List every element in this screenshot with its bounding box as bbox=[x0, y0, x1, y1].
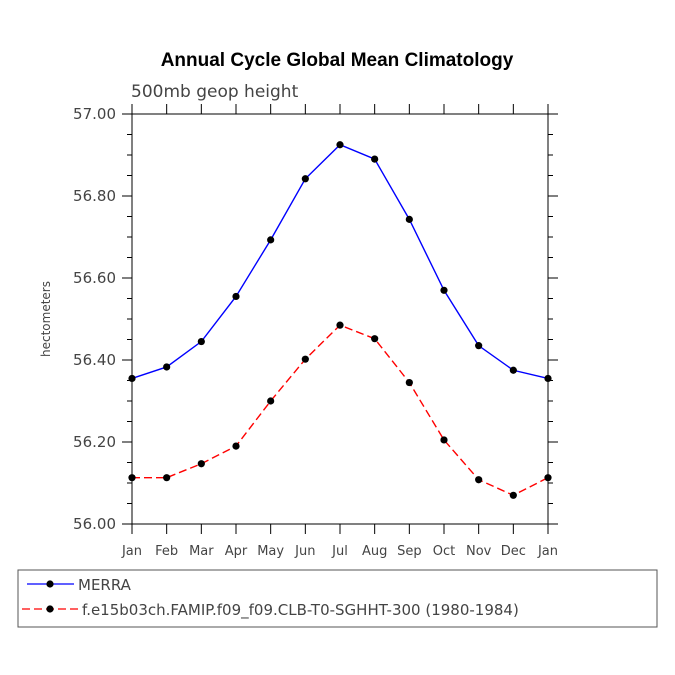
series-0-point bbox=[267, 236, 275, 244]
series-1-point bbox=[509, 491, 517, 499]
y-tick-label: 56.20 bbox=[73, 433, 116, 451]
x-tick-label: Nov bbox=[466, 544, 492, 559]
x-tick-label: Feb bbox=[155, 544, 178, 559]
chart-title: Annual Cycle Global Mean Climatology bbox=[161, 50, 514, 71]
y-tick-label: 56.60 bbox=[73, 269, 116, 287]
series-0-point bbox=[405, 215, 413, 223]
x-tick-label: Mar bbox=[189, 544, 214, 559]
series-1-point bbox=[232, 442, 240, 450]
y-tick-label: 56.80 bbox=[73, 187, 116, 205]
series-0-point bbox=[197, 337, 205, 346]
plot-frame bbox=[131, 113, 549, 525]
x-tick-label: Dec bbox=[501, 544, 526, 559]
y-tick-label: 56.40 bbox=[73, 351, 116, 369]
y-tick-label: 57.00 bbox=[73, 105, 116, 123]
x-tick-label: Oct bbox=[433, 544, 455, 559]
series-layer bbox=[128, 141, 552, 499]
series-0-point bbox=[509, 366, 517, 374]
legend-label-merra: MERRA bbox=[78, 576, 132, 594]
series-1-point bbox=[440, 436, 448, 444]
series-1-point bbox=[197, 460, 205, 468]
x-tick-label: Aug bbox=[362, 544, 387, 559]
legend-marker-model bbox=[46, 605, 54, 613]
y-axis-ticks: 56.00 56.20 56.40 56.60 56.80 57.00 bbox=[73, 105, 558, 533]
x-tick-label: Jan bbox=[121, 544, 142, 559]
legend-label-model: f.e15b03ch.FAMIP.f09_f09.CLB-T0-SGHHT-30… bbox=[82, 601, 519, 620]
legend-box bbox=[17, 569, 658, 628]
series-0-point bbox=[371, 155, 379, 163]
series-1-point bbox=[371, 335, 379, 343]
series-1-point bbox=[301, 355, 309, 363]
x-tick-label: Apr bbox=[225, 544, 248, 559]
series-1-point bbox=[267, 397, 275, 405]
x-tick-label: Jul bbox=[331, 544, 348, 559]
series-0-point bbox=[232, 292, 240, 301]
legend-marker-merra bbox=[46, 580, 54, 588]
x-tick-label: May bbox=[257, 544, 284, 559]
series-1-point bbox=[336, 321, 344, 329]
series-line-0 bbox=[131, 143, 549, 380]
y-tick-label: 56.00 bbox=[73, 515, 116, 533]
chart-subtitle: 500mb geop height bbox=[131, 82, 299, 102]
y-axis-label: hectometers bbox=[39, 281, 53, 357]
series-0-point bbox=[475, 342, 483, 350]
series-0-point bbox=[336, 141, 344, 149]
series-0-point bbox=[440, 286, 448, 294]
series-0-point bbox=[301, 175, 309, 183]
x-tick-label: Jan bbox=[537, 544, 558, 559]
series-1-point bbox=[163, 474, 171, 482]
legend: MERRA f.e15b03ch.FAMIP.f09_f09.CLB-T0-SG… bbox=[17, 569, 658, 628]
series-0-point bbox=[163, 363, 171, 371]
x-axis-ticks: Jan Feb Mar Apr May Jun Jul Aug Sep Oct Nov Dec Jan bbox=[121, 104, 558, 559]
series-1-point bbox=[475, 476, 483, 484]
x-tick-label: Jun bbox=[294, 544, 315, 559]
series-1-point bbox=[405, 378, 413, 387]
x-tick-label: Sep bbox=[397, 544, 422, 559]
